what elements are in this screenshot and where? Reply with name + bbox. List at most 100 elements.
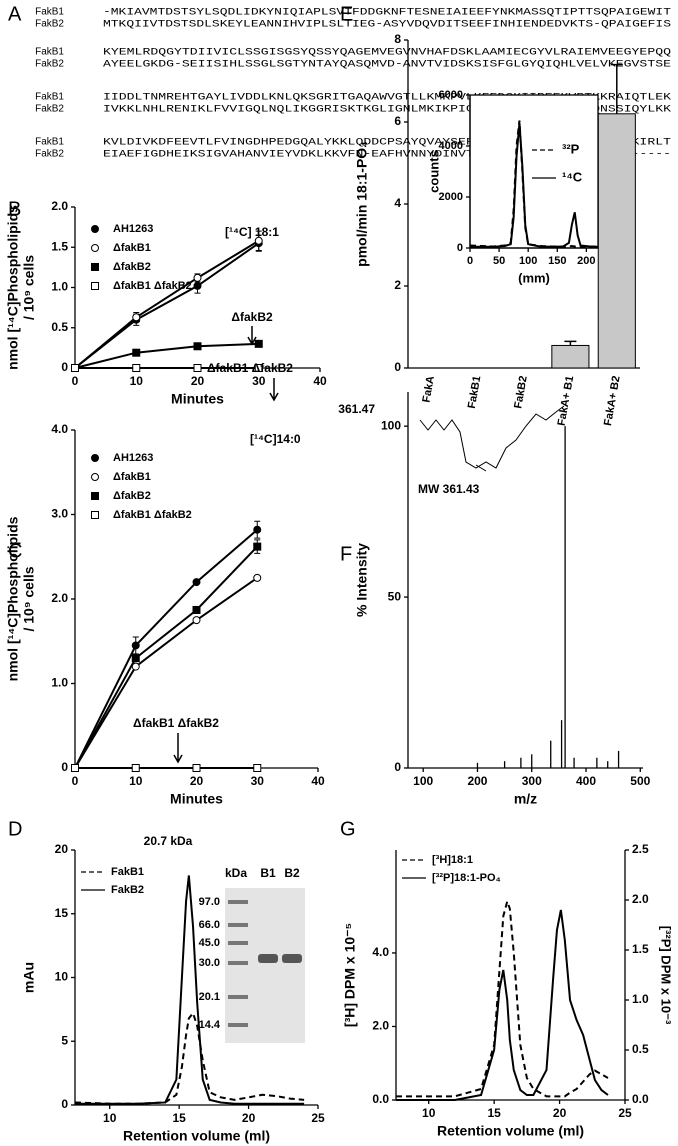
x-tick-label: FakB1	[466, 375, 484, 410]
structure	[419, 405, 565, 472]
x-tick-label: 300	[522, 774, 542, 788]
x-tick-label: 200	[577, 255, 595, 267]
gel-marker: 30.0	[199, 957, 220, 969]
point	[131, 654, 140, 663]
y2-tick-label: 2.0	[632, 892, 649, 906]
point	[91, 244, 99, 252]
x-tick-label: 10	[422, 1106, 436, 1120]
y-tick-label: 0	[394, 760, 401, 774]
x-tick-label: 40	[313, 374, 327, 388]
series-line	[74, 577, 258, 769]
x-tick-label: 25	[618, 1106, 632, 1120]
series-line	[74, 239, 260, 369]
sequence: EIAEFIGDHEIKSIGVAHANVIEYVDKLKKVFN-EAFHVN…	[103, 150, 671, 161]
point	[131, 764, 140, 772]
x-tick-label: 10	[129, 774, 143, 788]
x-tick-label: 100	[519, 255, 537, 267]
point	[192, 605, 201, 614]
legend-label: ΔfakB1 ΔfakB2	[113, 509, 192, 521]
series-line	[396, 909, 609, 1101]
sequence: MTKQIIVTDSTSDLSKEYLEANNIHVIPLSLTIEG-ASYV…	[103, 20, 671, 31]
legend-label: [³²P]18:1-PO₄	[432, 872, 501, 884]
y-tick-label: 0	[394, 360, 401, 374]
sequence-name: FakB2	[35, 59, 64, 70]
x-tick-label: 30	[252, 374, 266, 388]
x-tick-label: 0	[72, 774, 79, 788]
gel-band	[228, 1023, 248, 1027]
y-tick-label: 15	[55, 906, 69, 920]
y-tick-label: 1.0	[51, 676, 68, 690]
legend-label: FakB2	[111, 884, 144, 896]
gel	[225, 888, 305, 1043]
x-tick-label: FakA+ B2	[602, 375, 623, 427]
sequence: AYEELGKDG-SEIISIHLSSGLSGTYNTAYQASQMVD-AN…	[103, 60, 671, 71]
panel-label: C	[8, 540, 22, 562]
legend-label: ¹⁴C	[562, 169, 583, 184]
legend-label: ΔfakB2	[113, 490, 151, 502]
y-label: counts	[426, 150, 441, 193]
point	[131, 641, 140, 650]
y-tick-label: 6	[394, 114, 401, 128]
y-tick-label: 4.0	[51, 422, 68, 436]
panel-label: F	[340, 543, 352, 565]
x-label: Retention volume (ml)	[123, 1128, 270, 1144]
gel-marker: 66.0	[199, 919, 220, 931]
legend-label: ΔfakB1	[113, 471, 151, 483]
y2-tick-label: 1.0	[632, 992, 649, 1006]
panel-label: G	[340, 818, 356, 840]
point	[192, 616, 201, 625]
annotation: MW 361.43	[418, 482, 480, 496]
x-label: Minutes	[170, 791, 223, 807]
point	[253, 573, 262, 582]
series-line	[74, 342, 259, 369]
sequence-name: FakB1	[35, 7, 64, 18]
y-tick-label: 5	[61, 1033, 68, 1047]
legend-label: FakB1	[111, 866, 144, 878]
y-tick-label: 1.0	[51, 280, 68, 294]
point	[91, 454, 99, 462]
y-label: nmol [¹⁴C]Phospholipids	[5, 516, 21, 681]
legend-label: ³²P	[562, 141, 580, 156]
x-label: Retention volume (ml)	[437, 1123, 584, 1139]
point	[91, 282, 99, 290]
x-label: Minutes	[171, 391, 224, 407]
arrow	[269, 378, 279, 402]
y-label: [³H] DPM x 10⁻⁵	[342, 923, 358, 1027]
gel-band	[258, 954, 278, 963]
sequence: IIDDLTNMREHTGAYLIVDDLKNLQKSGRITGAQAWVGTL…	[103, 93, 671, 104]
legend-label: ΔfakB1 ΔfakB2	[113, 280, 192, 292]
sequence-name: FakB2	[35, 104, 64, 115]
y2-label: [³²P] DPM x 10⁻³	[659, 926, 674, 1025]
x-tick-label: 30	[251, 774, 265, 788]
series-line	[75, 875, 305, 1105]
gel-band	[228, 923, 248, 927]
y-tick-label: 10	[55, 970, 69, 984]
error-bar	[564, 340, 577, 346]
x-tick-label: 150	[548, 255, 566, 267]
gel-marker: 97.0	[199, 896, 220, 908]
point	[253, 542, 262, 551]
y-tick-label: 2000	[439, 191, 463, 203]
x-tick-label: 20	[242, 1111, 256, 1125]
y-tick-label: 0.0	[372, 1092, 389, 1106]
point	[193, 342, 202, 351]
y2-tick-label: 0.0	[632, 1092, 649, 1106]
x-tick-label: 25	[311, 1111, 325, 1125]
x-tick-label: FakA+ B1	[556, 375, 577, 427]
y-tick-label: 20	[55, 842, 69, 856]
y-tick-label: 0	[61, 1097, 68, 1111]
point	[192, 578, 201, 587]
sequence-name: FakB2	[35, 149, 64, 160]
gel-band	[228, 900, 248, 904]
point	[91, 263, 99, 271]
x-tick-label: 0	[72, 374, 79, 388]
bar	[597, 113, 636, 369]
point	[131, 662, 140, 671]
x-tick-label: 0	[467, 255, 473, 267]
y-tick-label: 4.0	[372, 945, 389, 959]
y2-tick-label: 1.5	[632, 942, 649, 956]
sequence-name: FakB1	[35, 92, 64, 103]
arrow	[173, 733, 183, 764]
x-tick-label: FakB2	[512, 375, 530, 410]
